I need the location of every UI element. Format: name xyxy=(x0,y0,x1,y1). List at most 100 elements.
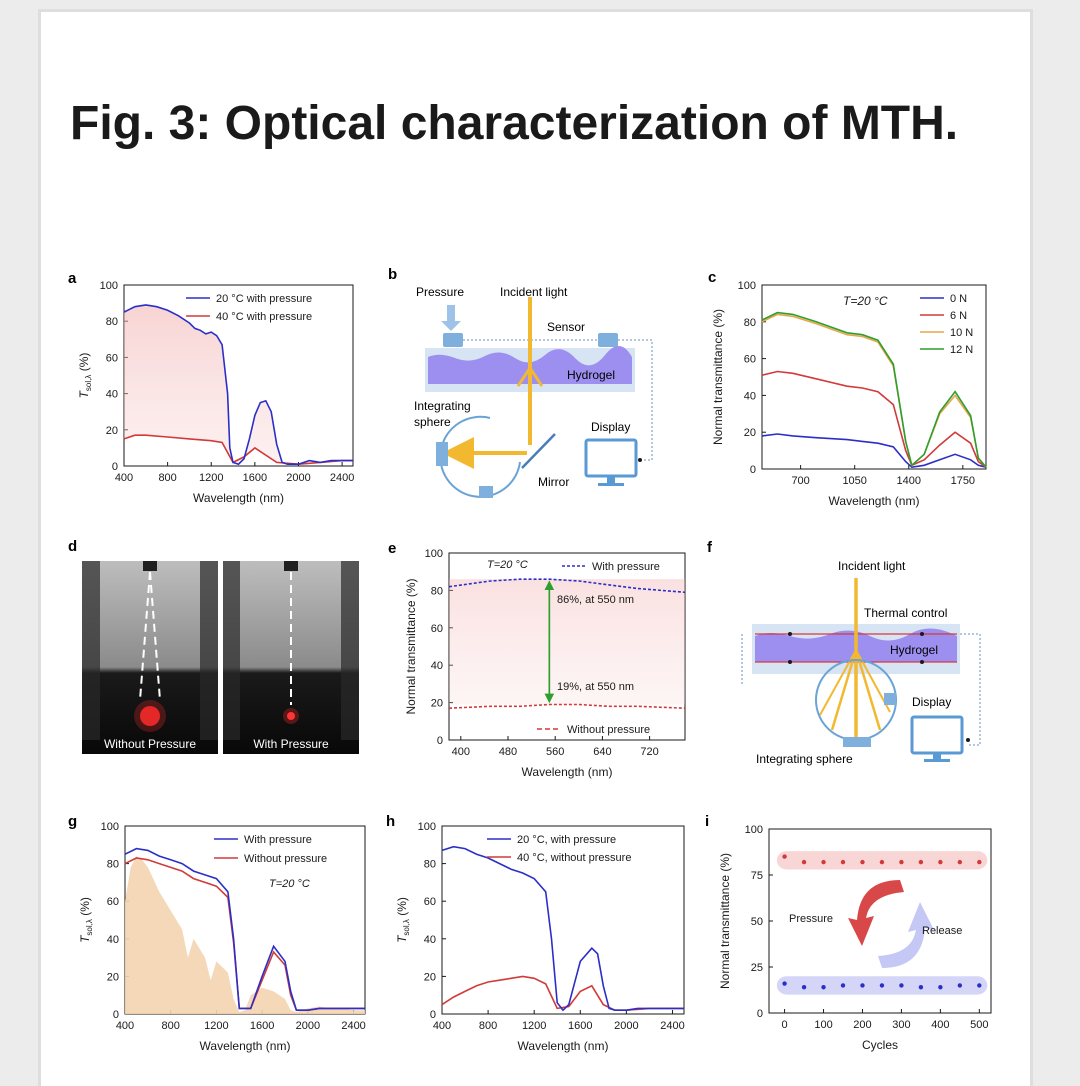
label-sensor: Sensor xyxy=(547,320,585,334)
x-tick-label-h: 400 xyxy=(433,1020,451,1032)
y-tick-label-h: 80 xyxy=(424,859,436,871)
data-point-i xyxy=(860,859,865,865)
shaded-band-e xyxy=(449,579,685,705)
x-tick-label-i: 200 xyxy=(853,1019,871,1031)
data-point-i xyxy=(977,983,982,988)
label-without-pressure: Without Pressure xyxy=(104,737,196,751)
y-tick-label-a: 60 xyxy=(106,352,118,364)
series-line-e-without xyxy=(448,703,686,709)
label-integrating-sphere-f: Integrating sphere xyxy=(756,752,853,766)
y-tick-label-i: 0 xyxy=(757,1008,763,1020)
x-tick-label-g: 1200 xyxy=(204,1020,228,1032)
legend-label-a-20c: 20 °C with pressure xyxy=(216,293,312,305)
legend-label-c-0: 0 N xyxy=(950,293,967,305)
data-point-i xyxy=(879,859,885,865)
label-mirror: Mirror xyxy=(538,475,569,489)
data-point-i xyxy=(821,985,826,990)
label-incident-light-f: Incident light xyxy=(838,559,906,573)
y-tick-label-a: 20 xyxy=(106,425,118,437)
y-tick-label-h: 0 xyxy=(430,1009,436,1021)
chart-e: 400 480 560 640 720 0 20 40 60 80 100 Wavelength (n… xyxy=(404,548,686,779)
chart-c: 700 1050 1400 1750 0 20 40 60 80 100 Wavelength (n… xyxy=(711,280,987,508)
note-bottom-e: 19%, at 550 nm xyxy=(557,681,634,693)
x-tick-label-c: 1050 xyxy=(842,475,866,487)
y-tick-label-h: 60 xyxy=(424,896,436,908)
panel-letter-h: h xyxy=(386,813,395,830)
plot-frame-h xyxy=(441,825,685,1015)
panel-letter-b: b xyxy=(388,266,397,283)
legend-label-g-with: With pressure xyxy=(244,834,312,846)
panel-a: a 400 800 1200 1600 2000 2400 0 20 40 60 80 100 Wave… xyxy=(68,270,354,505)
y-tick-label-c: 20 xyxy=(744,427,756,439)
panel-b: b Pressure Incident light Sensor Hydroge… xyxy=(388,266,653,498)
x-tick-label-a: 1600 xyxy=(243,472,267,484)
integrating-sphere-icon xyxy=(439,415,521,498)
chart-g: 400 800 1200 1600 2000 2400 0 20 40 60 80 100 Wavele… xyxy=(78,821,366,1053)
data-point-i xyxy=(840,983,846,988)
data-point-i xyxy=(938,859,943,865)
legend-label-e-without: Without pressure xyxy=(567,724,650,736)
panel-letter-a: a xyxy=(68,270,77,287)
x-axis-label-e: Wavelength (nm) xyxy=(522,765,613,779)
panel-letter-g: g xyxy=(68,813,77,830)
y-tick-label-e: 100 xyxy=(425,548,443,560)
x-axis-label-c: Wavelength (nm) xyxy=(829,494,920,508)
legend-label-e-with: With pressure xyxy=(592,561,660,573)
x-tick-label-e: 560 xyxy=(546,746,564,758)
chart-a: 400 800 1200 1600 2000 2400 0 20 40 60 80 100 Wavele… xyxy=(77,280,354,505)
legend-label-c-3: 12 N xyxy=(950,344,973,356)
data-point-i xyxy=(899,859,904,865)
data-point-i xyxy=(918,859,924,865)
series-line-c-0 xyxy=(761,433,987,469)
y-axis-label-i: Normal transmittance (%) xyxy=(718,853,732,989)
y-tick-label-h: 20 xyxy=(424,971,436,983)
x-tick-label-c: 1400 xyxy=(897,475,921,487)
x-tick-label-a: 2000 xyxy=(286,472,310,484)
x-tick-label-h: 1600 xyxy=(568,1020,592,1032)
data-point-i xyxy=(840,859,846,865)
panel-i: i 0 100 200 300 400 500 0 25 50 75 100 Cycles Normal… xyxy=(705,813,992,1052)
y-tick-label-g: 60 xyxy=(107,896,119,908)
label-sphere: sphere xyxy=(414,415,451,429)
y-tick-label-g: 100 xyxy=(101,821,119,833)
series-line-h-40c xyxy=(441,975,684,1011)
x-tick-label-e: 400 xyxy=(452,746,470,758)
y-axis-label-h: Tsol,λ (%) xyxy=(395,897,411,943)
y-tick-label-a: 0 xyxy=(112,461,118,473)
x-tick-label-i: 300 xyxy=(892,1019,910,1031)
y-tick-label-e: 60 xyxy=(431,623,443,635)
x-tick-label-c: 700 xyxy=(791,475,809,487)
label-release-i: Release xyxy=(922,925,962,937)
label-integrating: Integrating xyxy=(414,399,471,413)
y-tick-label-i: 25 xyxy=(751,962,763,974)
x-axis-label-a: Wavelength (nm) xyxy=(193,491,284,505)
x-tick-label-g: 800 xyxy=(162,1020,180,1032)
y-tick-label-g: 20 xyxy=(107,971,119,983)
annotation-g: T=20 °C xyxy=(269,878,310,890)
shaded-area-a xyxy=(124,304,353,465)
label-pressure: Pressure xyxy=(416,285,464,299)
y-tick-label-c: 0 xyxy=(750,464,756,476)
x-tick-label-i: 0 xyxy=(782,1019,788,1031)
panel-c: c 700 1050 1400 1750 0 20 40 60 80 100 Wavelength … xyxy=(708,269,987,508)
x-tick-label-a: 1200 xyxy=(199,472,223,484)
data-point-i xyxy=(821,859,826,865)
display-monitor-icon xyxy=(584,438,638,478)
x-tick-label-c: 1750 xyxy=(951,475,975,487)
label-with-pressure: With Pressure xyxy=(253,737,329,751)
x-tick-label-g: 1600 xyxy=(250,1020,274,1032)
laser-spot-small xyxy=(287,712,295,720)
panel-d: d Without Pressure With Pressure xyxy=(68,538,359,754)
data-point-i xyxy=(860,983,865,988)
y-tick-label-c: 40 xyxy=(744,390,756,402)
x-tick-label-a: 800 xyxy=(158,472,176,484)
sensor-right-icon xyxy=(598,333,618,347)
y-tick-label-h: 40 xyxy=(424,934,436,946)
x-tick-label-h: 2400 xyxy=(660,1020,684,1032)
page-title: Fig. 3: Optical characterization of MTH. xyxy=(70,97,959,150)
y-tick-label-i: 75 xyxy=(751,870,763,882)
y-tick-label-e: 40 xyxy=(431,660,443,672)
data-point-i xyxy=(782,981,787,986)
panel-f: f Incident light Thermal control Hydroge… xyxy=(707,539,981,766)
